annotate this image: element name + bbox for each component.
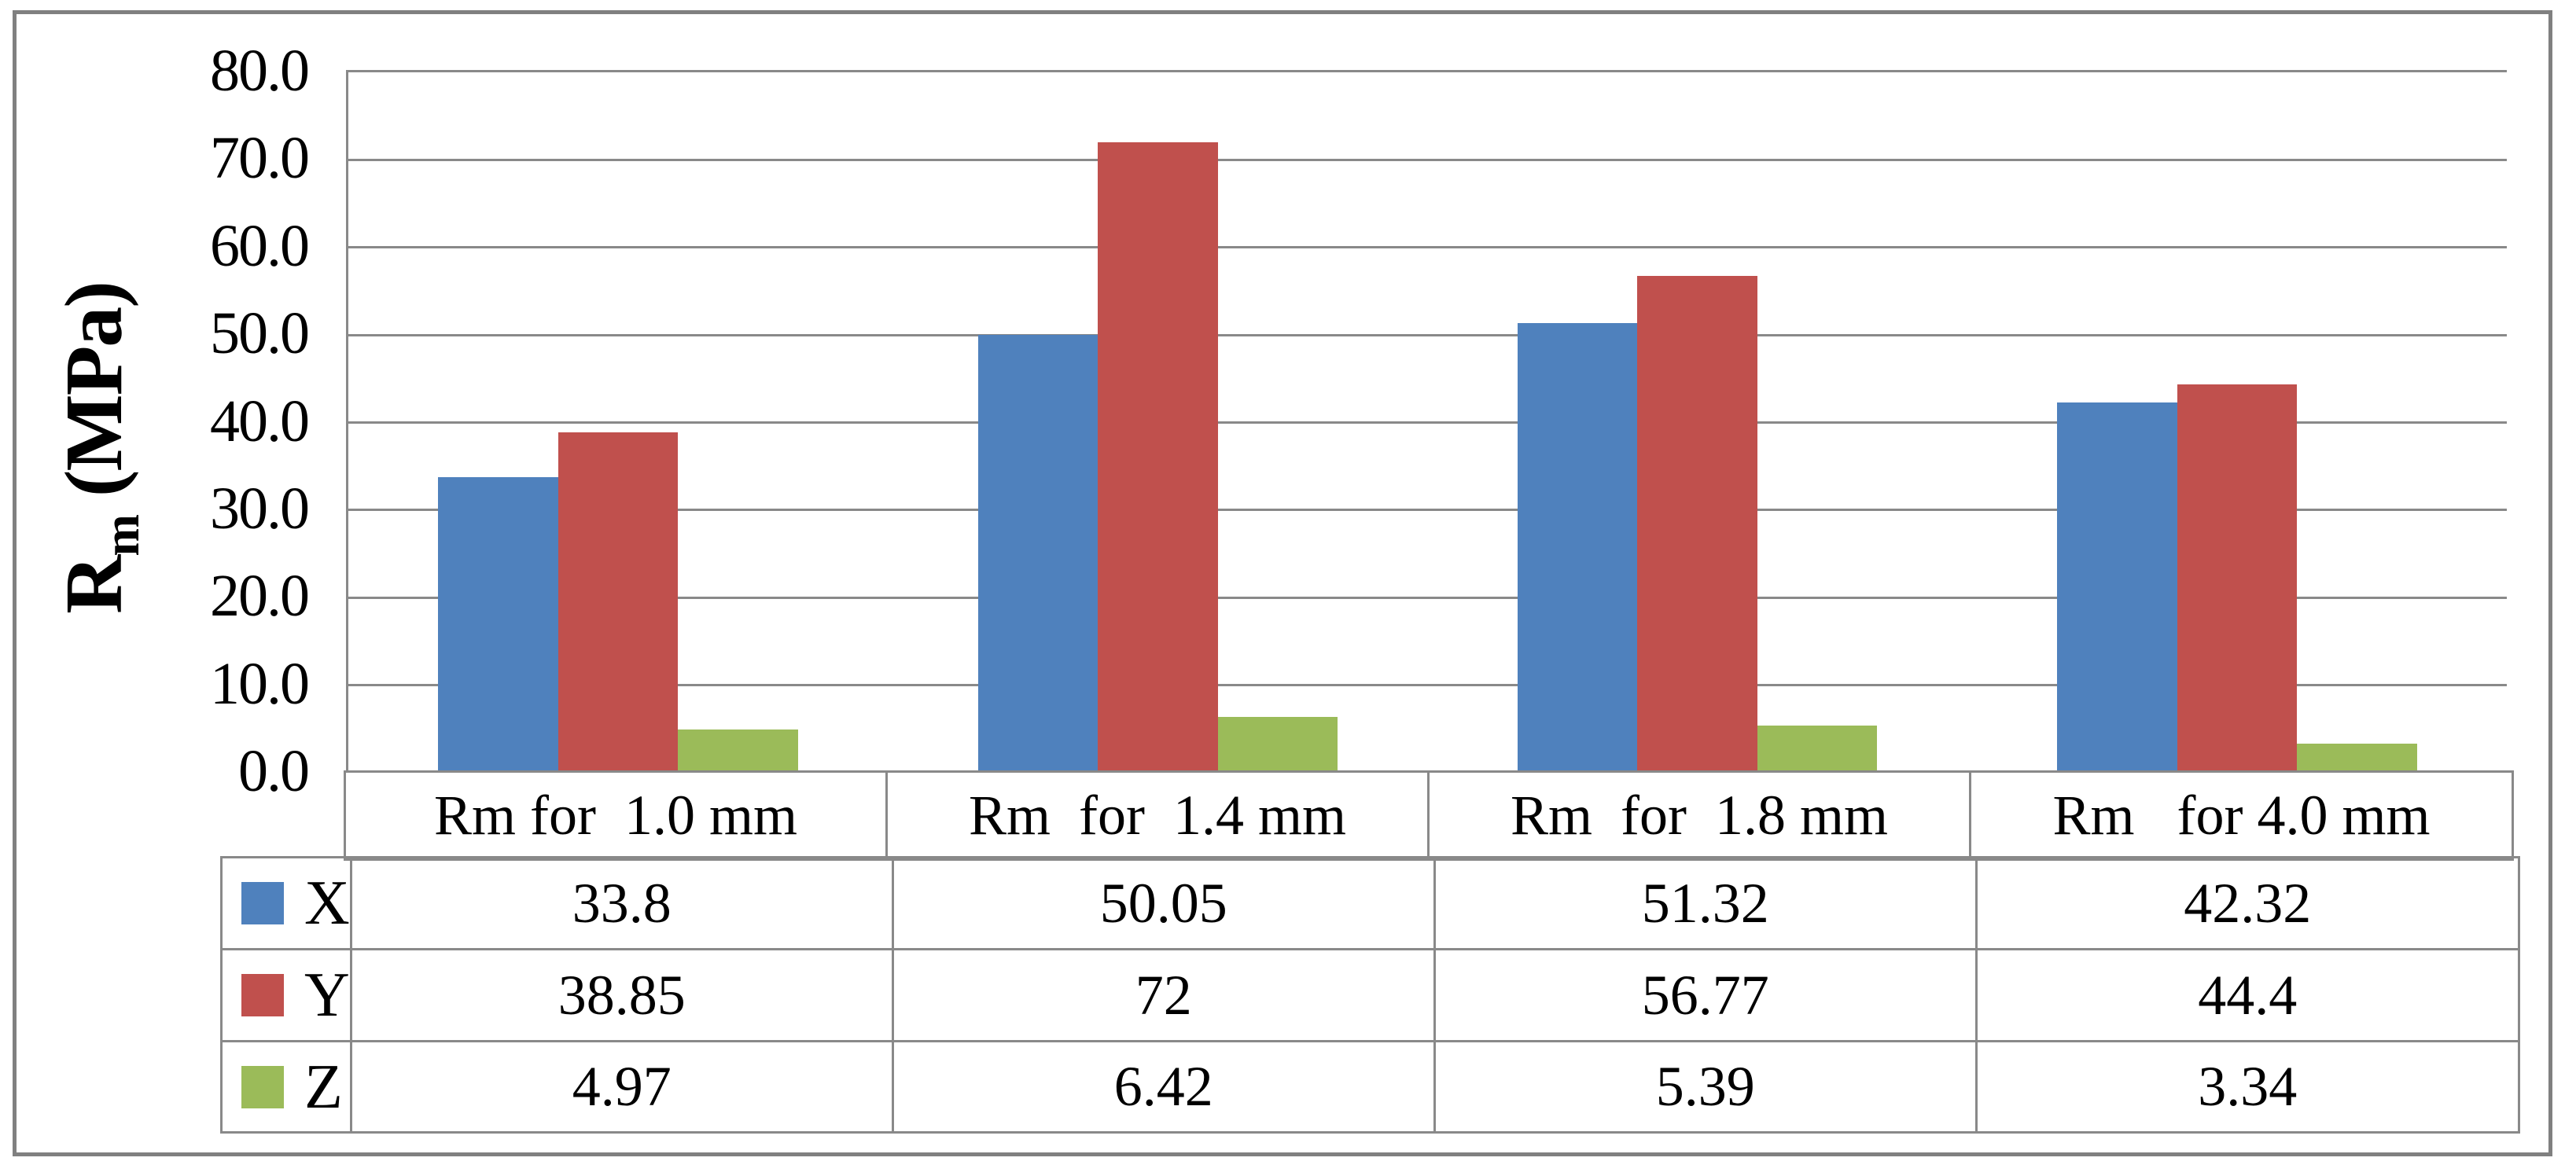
- y-axis-tick-label: 60.0: [210, 212, 310, 279]
- bar-x-cat2: [977, 334, 1098, 773]
- category-header-cell: Rm for 1.8 mm: [1427, 770, 1971, 861]
- gridline: [348, 333, 2507, 336]
- bar-y-cat4: [2177, 384, 2298, 773]
- legend-swatch-y: [241, 974, 284, 1016]
- value-cell-z-cat2: 6.42: [891, 1040, 1436, 1134]
- category-header-cell: Rm for 4.0 mm: [1969, 770, 2514, 861]
- category-header-cell: Rm for 1.4 mm: [885, 770, 1430, 861]
- y-axis-tick-label: 50.0: [210, 300, 310, 367]
- legend-cell-y: Y: [220, 948, 352, 1042]
- series-name-label: X: [304, 869, 350, 938]
- bar-z-cat2: [1217, 716, 1338, 773]
- bar-y-cat3: [1637, 275, 1757, 773]
- category-header-row-inner: Rm for 1.0 mm Rm for 1.4 mm Rm for 1.8 mm R…: [344, 770, 2514, 861]
- gridline: [348, 158, 2507, 161]
- y-axis-tick-label: 10.0: [210, 650, 310, 717]
- data-table: X 33.8 50.05 51.32 42.32 Y 38.85 72 56.77 44.4 Z 4.…: [220, 856, 2520, 1134]
- table-row-x: X 33.8 50.05 51.32 42.32: [220, 856, 2520, 950]
- bar-z-cat1: [678, 729, 798, 773]
- value-cell-y-cat3: 56.77: [1433, 948, 1978, 1042]
- y-axis-tick-label: 40.0: [210, 388, 310, 454]
- series-name-label: Y: [304, 961, 350, 1030]
- value-cell-x-cat2: 50.05: [891, 856, 1436, 950]
- value-cell-z-cat3: 5.39: [1433, 1040, 1978, 1134]
- value-cell-y-cat2: 72: [891, 948, 1436, 1042]
- table-row-z: Z 4.97 6.42 5.39 3.34: [220, 1040, 2520, 1134]
- value-cell-x-cat1: 33.8: [349, 856, 894, 950]
- bar-x-cat1: [438, 476, 558, 773]
- bar-z-cat4: [2297, 743, 2417, 773]
- gridline: [348, 596, 2507, 599]
- gridline: [348, 421, 2507, 424]
- y-axis-tick-label: 20.0: [210, 563, 310, 630]
- bar-z-cat3: [1757, 725, 1878, 773]
- gridline: [348, 684, 2507, 687]
- y-axis-tick-label: 70.0: [210, 125, 310, 192]
- category-header-row: Rm for 1.0 mm Rm for 1.4 mm Rm for 1.8 mm R…: [344, 770, 2514, 861]
- y-axis-tick-label: 80.0: [210, 38, 310, 104]
- legend-cell-z: Z: [220, 1040, 352, 1134]
- y-axis-tick-label: 0.0: [238, 738, 310, 804]
- legend-cell-x: X: [220, 856, 352, 950]
- value-cell-x-cat3: 51.32: [1433, 856, 1978, 950]
- legend-swatch-x: [241, 882, 284, 924]
- value-cell-z-cat4: 3.34: [1974, 1040, 2520, 1134]
- series-name-label: Z: [304, 1052, 343, 1122]
- legend-swatch-z: [241, 1065, 284, 1108]
- table-row-y: Y 38.85 72 56.77 44.4: [220, 948, 2520, 1042]
- bar-y-cat2: [1098, 142, 1218, 773]
- bar-x-cat3: [1517, 323, 1638, 773]
- category-header-cell: Rm for 1.0 mm: [344, 770, 888, 861]
- plot-area: [346, 70, 2507, 773]
- value-cell-y-cat1: 38.85: [349, 948, 894, 1042]
- bar-y-cat1: [558, 432, 679, 773]
- gridline: [348, 509, 2507, 512]
- value-cell-y-cat4: 44.4: [1974, 948, 2520, 1042]
- value-cell-z-cat1: 4.97: [349, 1040, 894, 1134]
- value-cell-x-cat4: 42.32: [1974, 856, 2520, 950]
- bar-x-cat4: [2057, 402, 2177, 773]
- gridline: [348, 246, 2507, 249]
- y-axis-tick-label: 30.0: [210, 475, 310, 542]
